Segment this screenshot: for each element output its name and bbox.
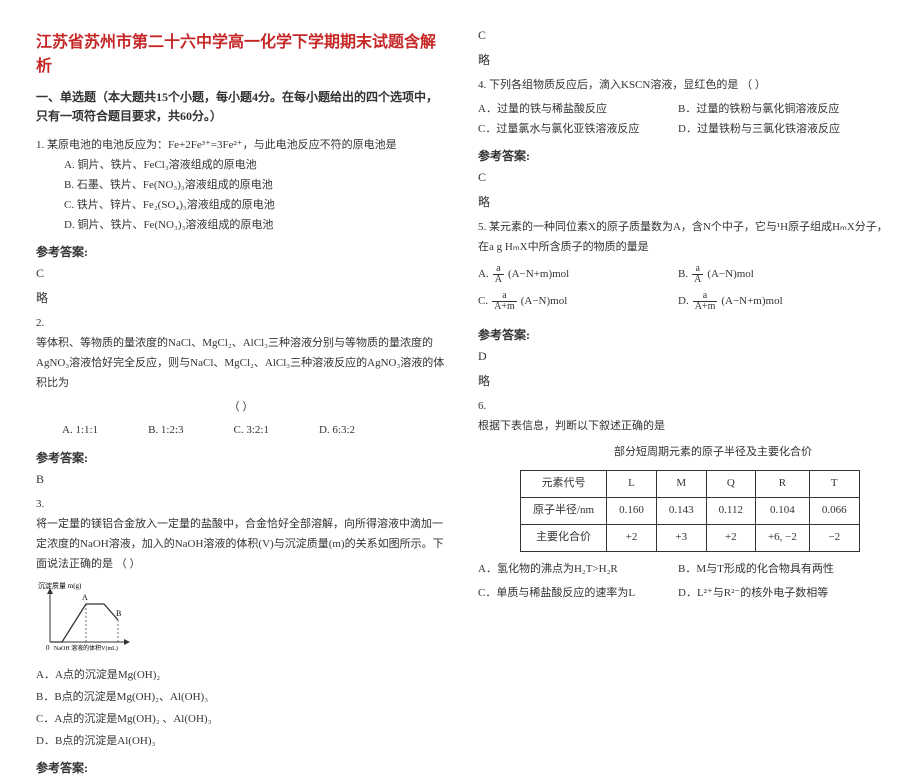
q6-table: 元素代号 L M Q R T 原子半径/nm 0.160 0.143 0.112…	[520, 470, 860, 551]
q4-stem: 4. 下列各组物质反应后，滴入KSCN溶液，显红色的是 （ ）	[478, 76, 888, 96]
q5-opt-a: A. aA (A−N+m)mol	[478, 264, 678, 285]
q2-opt-d: D. 6:3:2	[319, 421, 355, 441]
q2-opt-b: B. 1:2:3	[148, 421, 183, 441]
q4-opt-b: B．过量的铁粉与氯化铜溶液反应	[678, 100, 878, 120]
q5-opt-c: C. aA+m (A−N)mol	[478, 291, 678, 312]
document-title: 江苏省苏州市第二十六中学高一化学下学期期末试题含解析	[36, 28, 446, 76]
q1-option-b: B. 石墨、铁片、Fe(NO₃)₃溶液组成的原电池	[64, 176, 446, 196]
q2-num: 2.	[36, 314, 446, 334]
q2-opt-c: C. 3:2:1	[234, 421, 269, 441]
q5-opt-d: D. aA+m (A−N+m)mol	[678, 291, 878, 312]
table-row: 元素代号 L M Q R T	[521, 471, 860, 498]
section-1-header: 一、单选题（本大题共15个小题，每小题4分。在每小题给出的四个选项中，只有一项符…	[36, 88, 446, 126]
q6-num: 6.	[478, 397, 888, 417]
q2-options: A. 1:1:1 B. 1:2:3 C. 3:2:1 D. 6:3:2	[62, 421, 446, 441]
q4-omit: 略	[478, 193, 888, 210]
graph-ylabel-text: 沉淀质量 m(g)	[38, 581, 82, 590]
q4-opt-c: C．过量氯水与氯化亚铁溶液反应	[478, 120, 678, 140]
left-column: 江苏省苏州市第二十六中学高一化学下学期期末试题含解析 一、单选题（本大题共15个…	[36, 28, 446, 782]
q3-omit: 略	[478, 51, 888, 68]
q5-omit: 略	[478, 372, 888, 389]
q5-answer-label: 参考答案:	[478, 326, 888, 343]
svg-text:A: A	[82, 593, 88, 602]
svg-text:NaOH 溶液的体积V(mL): NaOH 溶液的体积V(mL)	[54, 644, 118, 652]
table-row: 原子半径/nm 0.160 0.143 0.112 0.104 0.066	[521, 498, 860, 525]
q5-options: A. aA (A−N+m)mol B. aA (A−N)mol C. aA+m …	[478, 264, 888, 318]
q4-row1: A．过量的铁与稀盐酸反应 B．过量的铁粉与氯化铜溶液反应	[478, 100, 888, 120]
question-4: 4. 下列各组物质反应后，滴入KSCN溶液，显红色的是 （ ） A．过量的铁与稀…	[478, 76, 888, 139]
q6-row1: A．氢化物的沸点为H₂T>H₂R B．M与T形成的化合物具有两性	[478, 560, 888, 580]
q3-opt-d: D．B点的沉淀是Al(OH)₃	[36, 732, 446, 752]
q6-row2: C．单质与稀盐酸反应的速率为L D．L²⁺与R²⁻的核外电子数相等	[478, 584, 888, 604]
q5-opt-b: B. aA (A−N)mol	[678, 264, 878, 285]
q1-omit: 略	[36, 289, 446, 306]
q4-opt-a: A．过量的铁与稀盐酸反应	[478, 100, 678, 120]
q2-opt-a: A. 1:1:1	[62, 421, 98, 441]
q6-stem: 根据下表信息，判断以下叙述正确的是	[478, 417, 888, 437]
q3-graph: 沉淀质量 m(g) A B 0 NaOH 溶液的体积V(mL)	[36, 580, 446, 660]
question-3: 3. 将一定量的镁铝合金放入一定量的盐酸中，合金恰好全部溶解，向所得溶液中滴加一…	[36, 495, 446, 751]
q1-option-a: A. 铜片、铁片、FeCl₃溶液组成的原电池	[64, 156, 446, 176]
question-1: 1. 某原电池的电池反应为：Fe+2Fe³⁺=3Fe²⁺，与此电池反应不符的原电…	[36, 136, 446, 235]
svg-text:0: 0	[46, 644, 50, 652]
svg-text:B: B	[116, 609, 121, 618]
question-2: 2. 等体积、等物质的量浓度的NaCl、MgCl₂、AlCl₃三种溶液分别与等物…	[36, 314, 446, 441]
q1-option-d: D. 铜片、铁片、Fe(NO₃)₃溶液组成的原电池	[64, 216, 446, 236]
q3-answer: C	[478, 28, 888, 43]
q3-answer-label: 参考答案:	[36, 759, 446, 776]
q3-opt-a: A．A点的沉淀是Mg(OH)₂	[36, 666, 446, 686]
q1-answer: C	[36, 266, 446, 281]
q4-answer-label: 参考答案:	[478, 147, 888, 164]
q6-opt-b: B．M与T形成的化合物具有两性	[678, 560, 878, 580]
q1-answer-label: 参考答案:	[36, 243, 446, 260]
q3-opt-b: B．B点的沉淀是Mg(OH)₂、Al(OH)₃	[36, 688, 446, 708]
q6-opt-a: A．氢化物的沸点为H₂T>H₂R	[478, 560, 678, 580]
q2-answer-label: 参考答案:	[36, 449, 446, 466]
right-column: C 略 4. 下列各组物质反应后，滴入KSCN溶液，显红色的是 （ ） A．过量…	[478, 28, 888, 782]
q6-opt-c: C．单质与稀盐酸反应的速率为L	[478, 584, 678, 604]
question-5: 5. 某元素的一种同位素X的原子质量数为A，含N个中子，它与¹H原子组成HₘX分…	[478, 218, 888, 318]
q1-stem: 1. 某原电池的电池反应为：Fe+2Fe³⁺=3Fe²⁺，与此电池反应不符的原电…	[36, 136, 446, 156]
q2-stem: 等体积、等物质的量浓度的NaCl、MgCl₂、AlCl₃三种溶液分别与等物质的量…	[36, 334, 446, 393]
q3-stem: 将一定量的镁铝合金放入一定量的盐酸中，合金恰好全部溶解，向所得溶液中滴加一定浓度…	[36, 515, 446, 574]
q5-answer: D	[478, 349, 888, 364]
q2-paren: （ ）	[36, 398, 446, 418]
q6-opt-d: D．L²⁺与R²⁻的核外电子数相等	[678, 584, 878, 604]
q6-table-caption: 部分短周期元素的原子半径及主要化合价	[538, 443, 888, 463]
q2-answer: B	[36, 472, 446, 487]
q1-option-c: C. 铁片、锌片、Fe₂(SO₄)₃溶液组成的原电池	[64, 196, 446, 216]
q4-row2: C．过量氯水与氯化亚铁溶液反应 D．过量铁粉与三氯化铁溶液反应	[478, 120, 888, 140]
q5-stem: 5. 某元素的一种同位素X的原子质量数为A，含N个中子，它与¹H原子组成HₘX分…	[478, 218, 888, 258]
q4-opt-d: D．过量铁粉与三氯化铁溶液反应	[678, 120, 878, 140]
question-6: 6. 根据下表信息，判断以下叙述正确的是 部分短周期元素的原子半径及主要化合价 …	[478, 397, 888, 603]
table-row: 主要化合价 +2 +3 +2 +6, −2 −2	[521, 524, 860, 551]
q4-answer: C	[478, 170, 888, 185]
q3-opt-c: C．A点的沉淀是Mg(OH)₂ 、Al(OH)₃	[36, 710, 446, 730]
q3-num: 3.	[36, 495, 446, 515]
